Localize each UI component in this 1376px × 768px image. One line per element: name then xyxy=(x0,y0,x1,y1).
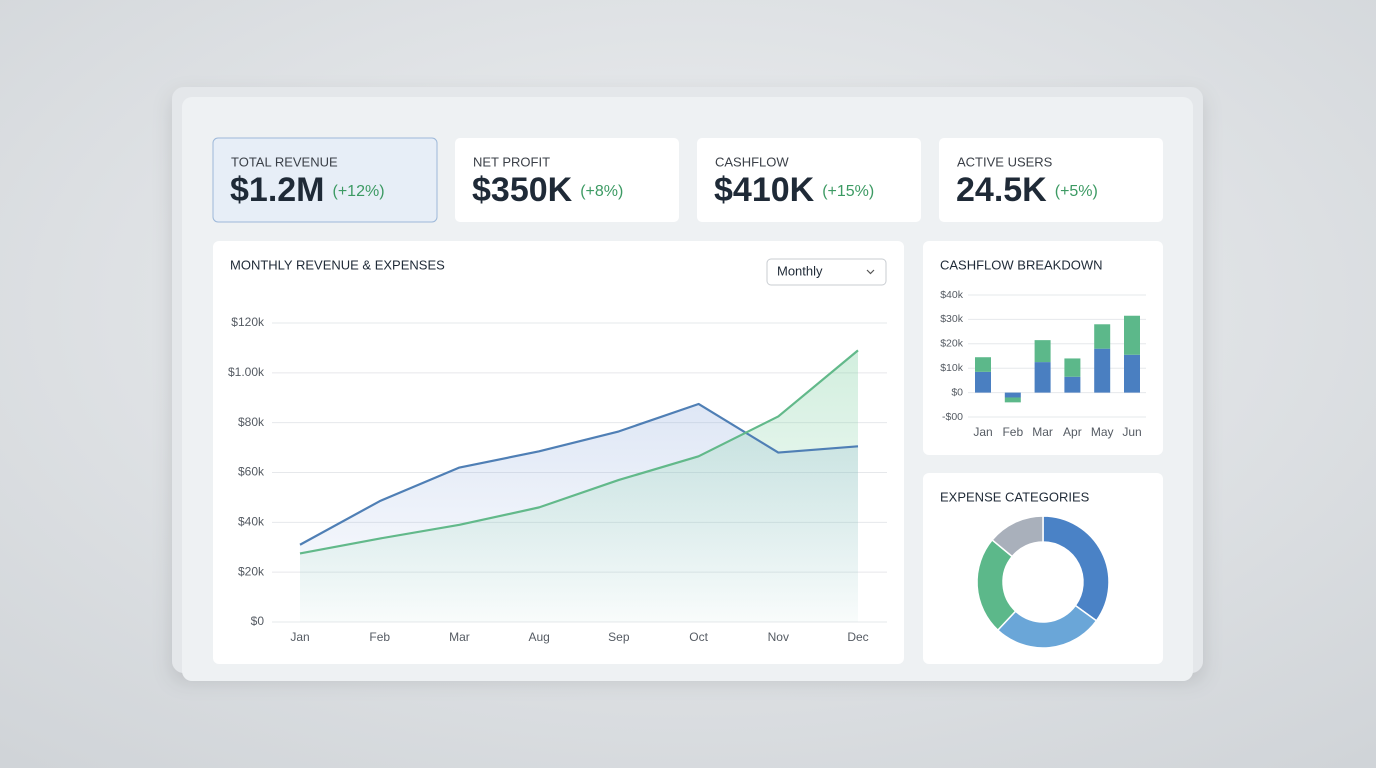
chart-title: MONTHLY REVENUE & EXPENSES xyxy=(230,257,445,272)
kpi-card[interactable] xyxy=(455,138,679,222)
kpi-change: (+15%) xyxy=(822,183,874,200)
kpi-label: CASHFLOW xyxy=(715,154,789,169)
x-tick-label: Jan xyxy=(973,425,992,439)
y-tick-label: $30k xyxy=(940,313,964,325)
kpi-value: $1.2M xyxy=(230,171,325,209)
kpi-change: (+8%) xyxy=(580,183,623,200)
kpi-value: $350K xyxy=(472,171,573,209)
y-tick-label: $60k xyxy=(238,465,265,479)
donut-segment xyxy=(991,515,1044,558)
kpi-card[interactable] xyxy=(212,137,438,223)
dropdown[interactable] xyxy=(766,258,887,286)
line xyxy=(299,402,859,546)
kpi-value-row: $1.2M (+12%) xyxy=(230,171,385,209)
kpi-cards: TOTAL REVENUE $1.2M (+12%) NET PROFIT $35… xyxy=(212,137,1163,223)
chart-title: CASHFLOW BREAKDOWN xyxy=(940,257,1103,272)
bar-segment xyxy=(1004,392,1021,398)
bar-segment xyxy=(1094,324,1111,349)
x-tick-label: Aug xyxy=(528,630,549,644)
bar-segment xyxy=(975,357,991,372)
kpi-value: $410K xyxy=(714,171,815,209)
kpi-label: ACTIVE USERS xyxy=(957,154,1053,169)
y-tick-label: $40k xyxy=(238,515,265,529)
y-tick-label: $0 xyxy=(251,614,265,628)
bar-segment xyxy=(1064,358,1081,377)
kpi-label: TOTAL REVENUE xyxy=(231,154,338,169)
x-tick-label: Jun xyxy=(1122,425,1141,439)
y-tick-label: -$00 xyxy=(942,411,963,423)
x-tick-label: Mar xyxy=(449,630,470,644)
kpi-value-row: 24.5K (+5%) xyxy=(956,171,1098,209)
x-tick-label: Feb xyxy=(1002,425,1023,439)
y-tick-label: $120k xyxy=(231,315,265,329)
bar-segment xyxy=(1094,348,1111,393)
chart-title: EXPENSE CATEGORIES xyxy=(940,489,1090,504)
area xyxy=(300,350,858,622)
y-tick-label: $20k xyxy=(940,338,964,350)
kpi-value: 24.5K xyxy=(956,171,1047,209)
y-tick-label: $20k xyxy=(238,564,265,578)
x-tick-label: Mar xyxy=(1032,425,1053,439)
x-tick-label: Jan xyxy=(290,630,309,644)
bar-segment xyxy=(975,371,991,393)
x-tick-label: Dec xyxy=(847,630,868,644)
x-tick-label: Nov xyxy=(768,630,789,644)
dropdown-chevron xyxy=(866,269,875,275)
bar-segment xyxy=(1064,376,1081,393)
bar-segment xyxy=(1034,340,1051,363)
kpi-change: (+5%) xyxy=(1055,183,1098,200)
y-tick-label: $10k xyxy=(940,362,964,374)
x-tick-label: Oct xyxy=(689,630,708,644)
y-tick-label: $0 xyxy=(951,386,963,398)
y-tick-label: $1.00k xyxy=(228,365,265,379)
line xyxy=(299,349,859,555)
x-tick-label: Feb xyxy=(369,630,390,644)
x-tick-label: Sep xyxy=(608,630,630,644)
kpi-value-row: $350K (+8%) xyxy=(472,171,623,209)
bar-segment xyxy=(1034,362,1051,393)
kpi-card[interactable] xyxy=(939,138,1163,222)
donut-card xyxy=(923,473,1163,664)
kpi-change: (+12%) xyxy=(333,183,385,200)
donut-segment xyxy=(1042,515,1110,622)
y-tick-label: $80k xyxy=(238,415,265,429)
kpi-value-row: $410K (+15%) xyxy=(714,171,874,209)
bar-segment xyxy=(1124,315,1140,355)
bar-segment xyxy=(1124,354,1140,393)
dropdown-label: Monthly xyxy=(777,263,823,278)
x-tick-label: May xyxy=(1091,425,1114,439)
bar-segment xyxy=(1004,397,1021,403)
y-tick-label: $40k xyxy=(940,289,964,301)
kpi-label: NET PROFIT xyxy=(473,154,550,169)
kpi-card[interactable] xyxy=(697,138,921,222)
x-tick-label: Apr xyxy=(1063,425,1082,439)
